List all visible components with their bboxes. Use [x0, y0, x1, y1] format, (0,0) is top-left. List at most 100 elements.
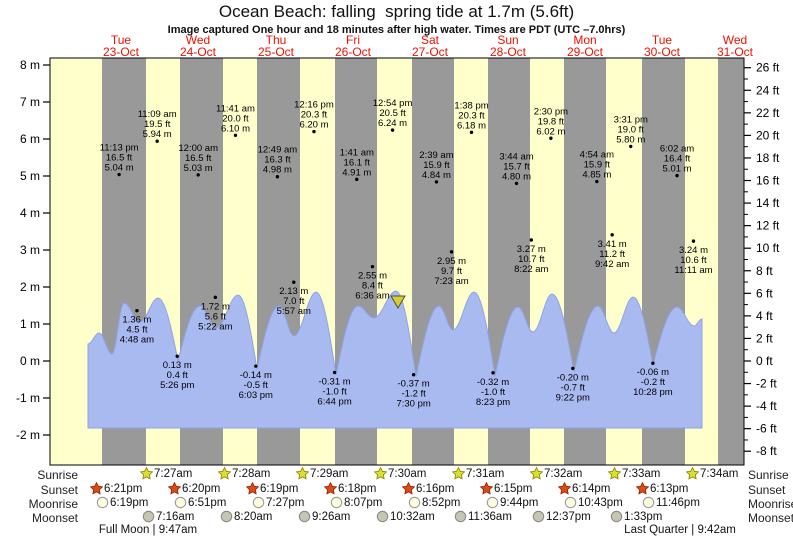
plot-frame — [49, 57, 745, 466]
axes: 8 m 7 m 6 m 5 m 4 m 3 m 2 m 1 m 0 m -1 m -2 m 26 ft… — [16, 57, 780, 466]
sunset-star-icon — [324, 482, 338, 495]
sunrise-star-icon — [296, 467, 310, 480]
tide-annotations: 11:13 pm 16.5 ft 5.04 m11:09 am 19.5 ft 5.94… — [100, 98, 713, 410]
left-axis-tick-label: 1 m — [20, 317, 40, 331]
moonset-time: 10:32am — [390, 510, 435, 523]
sunset-star-icon — [480, 482, 494, 495]
tide-point-low — [254, 364, 258, 368]
moonset-time: 7:16am — [156, 510, 195, 523]
tide-point-high — [629, 144, 633, 149]
moonset-moon-icon — [610, 510, 624, 523]
sunrise-entry: 7:31am — [452, 467, 504, 480]
moonset-moon-icon — [142, 510, 156, 523]
sunset-star-icon — [246, 482, 260, 495]
tide-point-low — [411, 372, 416, 377]
right-axis-tick-label: 10 ft — [756, 241, 780, 255]
sunrise-star-icon — [374, 467, 388, 480]
sunrise-time: 7:31am — [466, 467, 505, 480]
tide-point-mid — [213, 295, 218, 300]
tide-point-high — [355, 177, 359, 182]
tide-point-high — [675, 173, 679, 178]
right-axis-tick-label: 24 ft — [756, 83, 780, 97]
day-header-name: Sun — [497, 33, 518, 47]
tide-annotation-mid: 1.36 m 4.5 ft 4:48 am — [120, 315, 154, 346]
tide-annotation-low: -0.31 m -1.0 ft 6:44 pm — [317, 376, 351, 407]
left-axis-tick-label: 7 m — [20, 95, 40, 109]
tide-point-low — [571, 366, 575, 371]
sunrise-entry: 7:34am — [686, 467, 738, 480]
tide-annotation-high: 4:54 am 15.9 ft 4.85 m — [580, 150, 614, 181]
day-header-name: Fri — [346, 33, 360, 47]
sunset-star-icon — [168, 482, 182, 495]
sunrise-star-icon — [530, 467, 544, 480]
sunset-entry: 6:14pm — [558, 482, 610, 495]
tide-annotation-high: 11:09 am 19.5 ft 5.94 m — [138, 109, 177, 140]
tide-annotation-low: -0.14 m -0.5 ft 6:03 pm — [239, 370, 273, 401]
left-axis-tick-label: 3 m — [20, 243, 40, 257]
moonrise-entry: 6:51pm — [174, 496, 226, 509]
tide-annotation-mid: 3.41 m 11.2 ft 9:42 am — [595, 239, 629, 270]
sunrise-entry: 7:29am — [296, 467, 348, 480]
tide-annotation-low: -0.37 m -1.2 ft 7:30 pm — [396, 379, 430, 410]
sunrise-entry: 7:27am — [140, 467, 192, 480]
tide-point-high — [549, 136, 553, 140]
page-title: Ocean Beach: falling spring tide at 1.7m… — [218, 2, 575, 21]
moonrise-row-label-left: Moonrise — [28, 497, 78, 511]
left-axis-tick-label: 5 m — [20, 169, 40, 183]
tide-point-mid — [691, 239, 696, 243]
sunset-entry: 6:19pm — [246, 482, 298, 495]
tide-annotation-mid: 2.95 m 9.7 ft 7:23 am — [434, 256, 468, 287]
sunrise-time: 7:30am — [388, 467, 427, 480]
sunset-star-icon — [402, 482, 416, 495]
tide-annotation-high: 2:30 pm 19.8 ft 6.02 m — [534, 106, 568, 137]
left-axis-tick-label: 2 m — [20, 280, 40, 294]
right-axis-tick-label: 8 ft — [756, 264, 773, 278]
sunrise-star-icon — [452, 467, 466, 480]
tide-annotation-mid: 1.72 m 5.6 ft 5:22 am — [198, 301, 232, 332]
sunrise-row-label-left: Sunrise — [37, 468, 78, 482]
sunrise-entry: 7:33am — [608, 467, 660, 480]
moonset-time: 8:20am — [234, 510, 273, 523]
day-header-date: 25-Oct — [258, 45, 295, 59]
day-header-name: Sat — [421, 33, 440, 47]
tide-point-high — [514, 181, 519, 186]
tide-annotation-high: 12:49 am 16.3 ft 4.98 m — [258, 145, 298, 176]
tide-annotation-high: 11:13 pm 16.5 ft 5.04 m — [100, 143, 139, 174]
tide-annotation-high: 3:31 pm 19.0 ft 5.80 m — [614, 114, 648, 145]
tide-point-high — [117, 172, 121, 177]
moonset-row-label-left: Moonset — [31, 511, 78, 525]
day-headers: Tue23-OctWed24-OctThu25-OctFri26-OctSat2… — [103, 33, 754, 59]
sunset-time: 6:21pm — [104, 482, 143, 495]
moonset-time: 9:26am — [312, 510, 351, 523]
tide-annotation-high: 6:02 am 16.4 ft 5.01 m — [660, 144, 694, 175]
moonrise-time: 6:51pm — [188, 496, 227, 509]
moonrise-moon-icon — [96, 496, 110, 509]
sunrise-time: 7:32am — [544, 467, 583, 480]
moonrise-moon-icon — [486, 496, 500, 509]
sunrise-star-icon — [218, 467, 232, 480]
left-axis-tick-label: 8 m — [20, 58, 40, 72]
day-header-name: Thu — [266, 33, 287, 47]
left-axis-tick-label: 6 m — [20, 132, 40, 146]
sunrise-entry: 7:30am — [374, 467, 426, 480]
tide-annotation-high: 2:39 am 15.9 ft 4.84 m — [419, 150, 453, 181]
moonset-time: 1:33pm — [624, 510, 663, 523]
moonrise-moon-icon — [252, 496, 266, 509]
tide-curve — [87, 290, 703, 429]
tide-point-low — [491, 371, 495, 375]
moonset-time: 12:37pm — [546, 510, 591, 523]
tide-point-low — [332, 370, 337, 375]
moonrise-time: 8:07pm — [344, 496, 383, 509]
tide-annotation-mid: 3.24 m 10.6 ft 11:11 am — [674, 245, 712, 276]
tide-annotation-high: 1:38 pm 20.3 ft 6.18 m — [454, 100, 488, 131]
right-axis-tick-label: 20 ft — [756, 128, 780, 142]
moonrise-entry: 8:07pm — [330, 496, 382, 509]
right-axis-tick-label: 18 ft — [756, 151, 780, 165]
day-header-date: 24-Oct — [180, 45, 217, 59]
right-axis-tick-label: -2 ft — [756, 377, 777, 391]
sunset-time: 6:15pm — [494, 482, 533, 495]
moonrise-moon-icon — [330, 496, 344, 509]
day-header-date: 31-Oct — [717, 45, 754, 59]
